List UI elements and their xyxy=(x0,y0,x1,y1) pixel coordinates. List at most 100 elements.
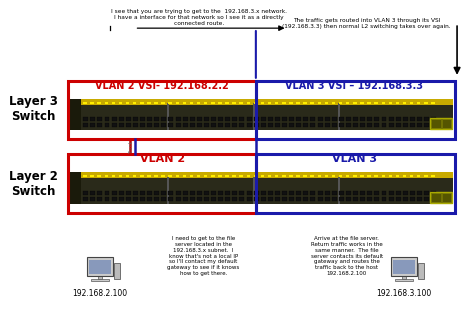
Bar xyxy=(68,99,453,130)
Bar xyxy=(114,263,120,279)
Text: Arrive at the file server.
Return traffic works in the
same manner.  The file
se: Arrive at the file server. Return traffi… xyxy=(310,236,383,276)
Bar xyxy=(112,191,117,195)
Bar xyxy=(211,191,216,195)
Bar xyxy=(360,197,365,201)
Text: I see that you are trying to get to the  192.168.3.x network.
I have a interface: I see that you are trying to get to the … xyxy=(110,9,287,25)
Bar xyxy=(147,118,152,121)
Bar xyxy=(410,175,413,177)
Bar xyxy=(204,123,209,127)
Bar xyxy=(239,123,245,127)
Bar xyxy=(83,191,88,195)
Bar xyxy=(403,191,408,195)
Bar xyxy=(325,175,328,177)
Bar xyxy=(403,118,408,121)
Bar xyxy=(367,191,372,195)
Bar xyxy=(126,175,129,177)
Bar xyxy=(126,118,131,121)
Bar xyxy=(310,118,315,121)
Bar xyxy=(246,197,252,201)
Bar xyxy=(83,102,87,104)
Bar xyxy=(318,175,321,177)
Bar xyxy=(175,102,179,104)
Bar xyxy=(182,197,188,201)
Bar xyxy=(182,175,186,177)
Bar xyxy=(442,193,451,202)
Bar xyxy=(296,191,301,195)
Bar xyxy=(261,175,264,177)
Bar xyxy=(175,175,179,177)
Bar xyxy=(389,191,393,195)
Bar xyxy=(296,118,301,121)
Bar xyxy=(374,197,379,201)
Bar xyxy=(339,197,344,201)
Bar xyxy=(126,123,131,127)
Bar xyxy=(431,197,436,201)
Bar xyxy=(382,191,386,195)
Bar xyxy=(268,102,271,104)
Bar xyxy=(91,197,95,201)
Bar xyxy=(105,118,109,121)
Bar xyxy=(68,99,81,130)
Bar xyxy=(389,123,393,127)
Bar xyxy=(303,118,308,121)
Text: The traffic gets routed into VLAN 3 through its VSI
(192.168.3.3) then normal L2: The traffic gets routed into VLAN 3 thro… xyxy=(282,18,451,29)
Bar xyxy=(261,191,266,195)
Bar xyxy=(218,197,223,201)
Bar xyxy=(424,118,429,121)
Bar xyxy=(175,197,181,201)
Bar xyxy=(239,191,245,195)
Bar xyxy=(197,123,202,127)
Bar xyxy=(430,192,452,203)
Bar xyxy=(424,191,429,195)
Bar xyxy=(417,197,422,201)
Bar xyxy=(119,123,124,127)
Bar xyxy=(161,123,166,127)
Bar xyxy=(161,118,166,121)
Bar xyxy=(225,102,229,104)
Bar xyxy=(204,102,208,104)
Bar xyxy=(374,175,378,177)
Bar xyxy=(339,191,344,195)
Bar xyxy=(140,197,145,201)
Bar xyxy=(161,197,166,201)
Text: Layer 2
Switch: Layer 2 Switch xyxy=(9,170,57,198)
Bar xyxy=(168,118,173,121)
Bar xyxy=(338,177,340,204)
Bar xyxy=(98,275,102,279)
Bar xyxy=(175,118,181,121)
Bar xyxy=(197,118,202,121)
Bar xyxy=(389,118,393,121)
Bar xyxy=(374,102,378,104)
Bar xyxy=(140,175,144,177)
Bar xyxy=(410,197,415,201)
Bar xyxy=(246,118,252,121)
Bar xyxy=(190,175,193,177)
Bar xyxy=(105,123,109,127)
Bar xyxy=(310,123,315,127)
Bar xyxy=(410,123,415,127)
Bar xyxy=(310,102,314,104)
Bar xyxy=(360,123,365,127)
Bar xyxy=(154,123,159,127)
Bar xyxy=(87,257,113,276)
Bar xyxy=(431,119,441,128)
Text: Layer 3
Switch: Layer 3 Switch xyxy=(9,95,57,123)
Bar xyxy=(91,191,95,195)
Bar xyxy=(424,123,429,127)
Bar xyxy=(168,197,173,201)
Text: Trunk: Trunk xyxy=(129,140,134,154)
Bar xyxy=(133,102,137,104)
Bar xyxy=(68,172,453,204)
Bar xyxy=(140,191,145,195)
Bar xyxy=(246,175,250,177)
Bar xyxy=(424,102,428,104)
Bar xyxy=(133,197,138,201)
Bar xyxy=(268,191,273,195)
Bar xyxy=(239,102,243,104)
Bar xyxy=(417,175,420,177)
Bar xyxy=(303,197,308,201)
Bar xyxy=(391,257,417,276)
Bar xyxy=(232,175,236,177)
Bar xyxy=(382,123,386,127)
Bar xyxy=(310,175,314,177)
